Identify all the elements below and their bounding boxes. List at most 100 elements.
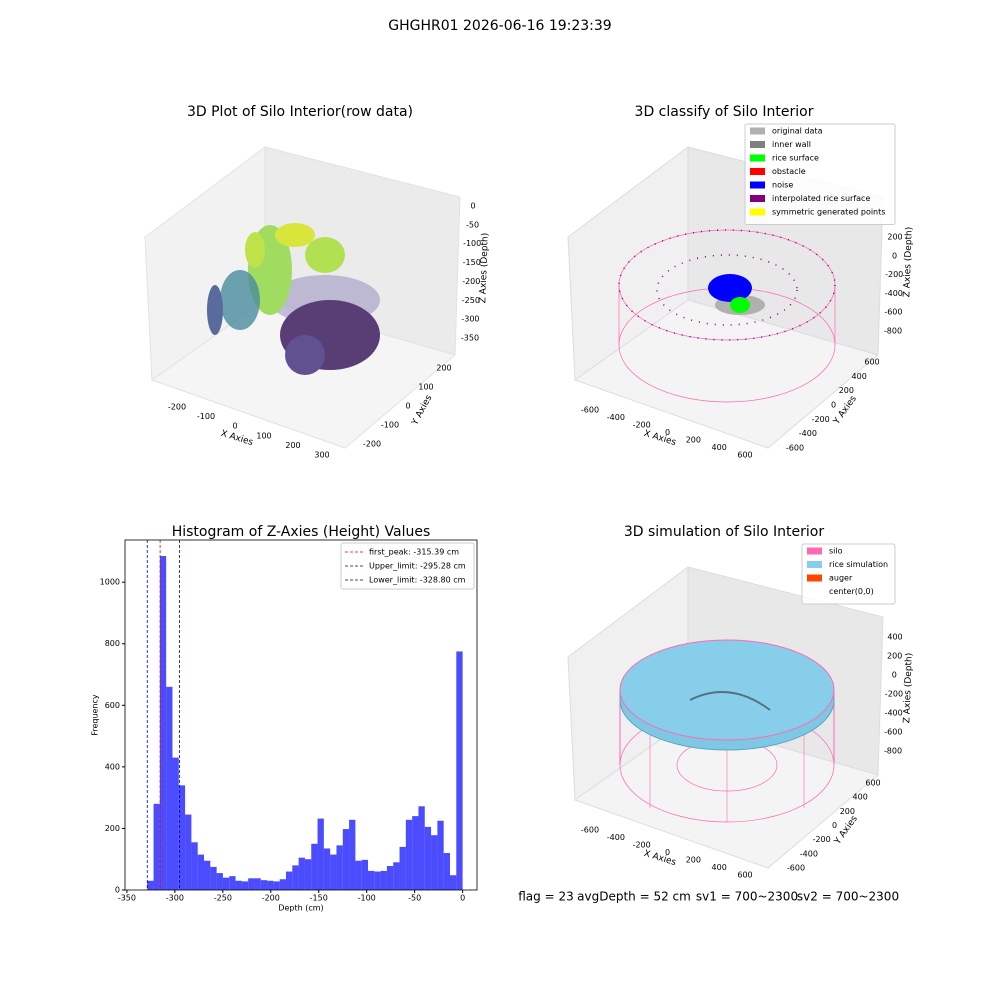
legend-swatch — [807, 561, 822, 568]
bar — [342, 829, 350, 890]
bar — [399, 846, 406, 890]
z-axis-label: Z Axies (Depth) — [478, 233, 490, 304]
point-cloud — [144, 146, 461, 449]
bar — [172, 757, 179, 890]
x-tick-label: 400 — [712, 863, 727, 872]
z-tick-label: -250 — [462, 296, 480, 305]
bar — [412, 816, 419, 890]
y-tick-label: 0 — [832, 821, 837, 830]
bar — [210, 866, 217, 890]
bar — [166, 686, 173, 890]
panel-title: 3D simulation of Silo Interior — [624, 524, 825, 540]
bar — [153, 803, 160, 890]
x-axis-label: X Axies — [219, 429, 254, 448]
y-tick-label: 600 — [864, 358, 879, 367]
y-tick-label: -600 — [787, 864, 805, 873]
z-tick-label: -600 — [884, 308, 902, 317]
legend-label: original data — [772, 127, 823, 136]
bar — [304, 859, 312, 890]
axes-frame — [124, 539, 478, 891]
x-tick-label: -50 — [408, 894, 421, 903]
z-axis-label: Z Axies (Depth) — [902, 227, 914, 298]
y-tick-label: 400 — [105, 762, 120, 771]
bar — [437, 820, 444, 890]
bar — [191, 842, 198, 890]
legend-swatch — [750, 208, 765, 216]
y-axis-label: Frequency — [91, 694, 100, 736]
bar — [222, 877, 230, 890]
y-tick-label: 200 — [436, 364, 451, 373]
z-axis-label: Z Axies (Depth) — [902, 653, 914, 724]
bar — [178, 785, 186, 890]
z-tick-label: -400 — [885, 709, 903, 718]
bar — [368, 870, 375, 890]
bar — [405, 819, 413, 890]
y-tick-label: -100 — [381, 421, 399, 430]
legend-label: rice simulation — [829, 560, 888, 569]
y-tick-label: 600 — [105, 701, 120, 710]
bar — [317, 818, 324, 890]
x-tick-label: 600 — [737, 451, 752, 460]
y-tick-label: 1000 — [100, 578, 120, 587]
x-tick-label: 200 — [686, 856, 701, 865]
legend-label: interpolated rice surface — [772, 194, 870, 203]
z-tick-label: 400 — [887, 633, 902, 642]
bar — [336, 845, 343, 890]
x-tick-label: -200 — [262, 894, 280, 903]
y-tick-label: 400 — [852, 372, 867, 381]
x-tick-label: -100 — [197, 412, 215, 421]
y-tick-label: -600 — [786, 444, 804, 453]
y-tick-label: 100 — [418, 383, 433, 392]
bar — [456, 651, 463, 890]
bar — [260, 880, 268, 890]
legend-label: rice surface — [772, 154, 819, 163]
bar — [418, 806, 425, 890]
y-axis-label: Y Axies — [831, 394, 859, 427]
panel-title: 3D classify of Silo Interior — [635, 104, 814, 120]
z-tick-label: -800 — [884, 747, 902, 756]
z-tick-label: 200 — [887, 233, 902, 242]
footer-text: avgDepth = 52 cm — [577, 890, 691, 904]
x-tick-label: -400 — [607, 833, 625, 842]
bar — [248, 878, 255, 890]
x-tick-label: -600 — [581, 826, 599, 835]
legend-swatch — [807, 574, 822, 582]
legend-label: auger — [829, 574, 853, 583]
y-axis-label: Y Axies — [410, 393, 435, 428]
z-tick-label: -800 — [884, 327, 902, 336]
legend-label: obstacle — [772, 167, 806, 176]
bar — [361, 859, 369, 890]
x-tick-label: 0 — [460, 894, 465, 903]
bar — [159, 556, 167, 890]
bar — [241, 881, 249, 890]
legend-swatch — [807, 588, 822, 595]
z-tick-label: 0 — [470, 202, 475, 211]
z-tick-label: -600 — [884, 728, 902, 737]
legend-label: center(0,0) — [829, 587, 874, 596]
x-tick-label: -350 — [118, 894, 136, 903]
y-axis-label: Y Axies — [832, 814, 860, 847]
bar — [393, 862, 400, 890]
x-axis-label: Depth (cm) — [278, 904, 323, 913]
bar — [267, 880, 274, 890]
footer: flag = 23 avgDepth = 52 cm sv1 = 700~230… — [518, 890, 899, 904]
x-tick-label: -400 — [607, 413, 625, 422]
bar — [185, 814, 192, 890]
legend-swatch — [750, 181, 765, 189]
y-tick-label: 200 — [105, 824, 120, 833]
bar — [229, 876, 236, 890]
legend-label: first_peak: -315.39 cm — [369, 548, 459, 557]
x-tick-label: 200 — [285, 441, 300, 450]
y-tick-label: 0 — [115, 886, 120, 895]
bar — [431, 835, 438, 890]
bar — [216, 873, 223, 890]
x-tick-label: 0 — [665, 848, 670, 857]
y-tick-label: 0 — [831, 401, 836, 410]
legend-swatch — [807, 547, 822, 555]
legend-label: Lower_limit: -328.80 cm — [369, 576, 466, 585]
bar — [292, 865, 299, 890]
x-axis-label: X Axies — [642, 429, 677, 448]
bar — [424, 826, 432, 890]
legend-box — [340, 542, 475, 590]
